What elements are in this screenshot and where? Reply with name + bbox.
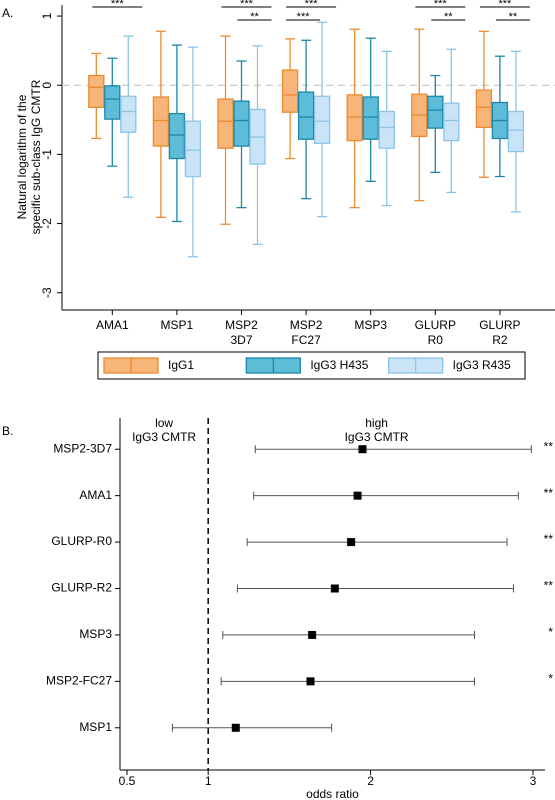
y-tick-label: GLURP-R2 (51, 581, 112, 595)
box (281, 69, 299, 113)
box (104, 85, 121, 120)
box (443, 102, 460, 142)
box (88, 74, 105, 109)
legend-frame (97, 351, 526, 380)
x-tick-label: MSP1 (161, 318, 194, 332)
y-tick-label: AMA1 (79, 488, 112, 502)
significance-label: *** (498, 0, 512, 10)
box (378, 110, 395, 149)
significance-label: *** (305, 0, 319, 10)
box (313, 95, 331, 144)
y-axis-label: Natural logarithm of the (15, 94, 29, 219)
point-estimate (306, 677, 315, 686)
point-estimate (347, 538, 356, 547)
legend-label: IgG3 H435 (310, 358, 368, 372)
box (475, 89, 493, 129)
y-tick-label: 1 (40, 12, 54, 19)
annotation: IgG3 CMTR (132, 430, 196, 444)
box (233, 100, 250, 147)
x-tick-label: GLURP (479, 318, 520, 332)
x-tick-label: 0.5 (119, 774, 136, 788)
y-tick-label: MSP2-FC27 (46, 674, 112, 688)
significance-label: ** (544, 532, 554, 546)
panel-label: B. (2, 424, 13, 438)
x-tick-label: MSP2 (225, 318, 258, 332)
y-tick-label: GLURP-R0 (51, 534, 112, 548)
box (152, 96, 170, 147)
box (507, 110, 525, 153)
annotation: IgG3 CMTR (345, 430, 409, 444)
x-tick-label: R0 (428, 333, 444, 347)
y-tick-label: MSP2-3D7 (53, 441, 112, 455)
significance-label: ** (509, 11, 518, 23)
box (184, 120, 202, 178)
box (297, 91, 315, 140)
box (120, 95, 137, 133)
y-tick-label: -3 (40, 287, 54, 298)
x-tick-label: 2 (367, 774, 374, 788)
significance-label: ** (544, 486, 554, 500)
x-tick-label: AMA1 (96, 318, 129, 332)
x-tick-label: R2 (492, 333, 508, 347)
point-estimate (358, 445, 367, 454)
y-axis-label: specific sub-class IgG CMTR (29, 79, 43, 234)
x-tick-label: FC27 (291, 333, 321, 347)
significance-label: *** (297, 11, 311, 23)
significance-label: *** (111, 0, 125, 10)
x-tick-label: 3 (530, 774, 537, 788)
legend-label: IgG3 R435 (453, 358, 511, 372)
significance-label: *** (434, 0, 448, 10)
point-estimate (330, 584, 339, 593)
y-tick-label: -2 (40, 218, 54, 229)
significance-label: * (548, 625, 553, 639)
legend-label: IgG1 (168, 358, 194, 372)
box (168, 112, 186, 160)
box (427, 95, 444, 129)
point-estimate (353, 491, 362, 500)
y-tick-label: MSP1 (79, 720, 112, 734)
box (362, 96, 379, 140)
x-tick-label: MSP2 (290, 318, 323, 332)
significance-label: ** (544, 579, 554, 593)
significance-label: * (548, 672, 553, 686)
annotation: low (155, 416, 173, 430)
point-estimate (231, 723, 240, 732)
box (346, 94, 363, 142)
significance-label: ** (544, 439, 554, 453)
annotation: high (365, 416, 388, 430)
panel-label: A. (2, 6, 13, 20)
point-estimate (308, 630, 317, 639)
x-axis-label: odds ratio (306, 787, 359, 800)
x-tick-label: GLURP (415, 318, 456, 332)
y-tick-label: MSP3 (79, 627, 112, 641)
x-tick-label: 3D7 (230, 333, 252, 347)
x-tick-label: MSP3 (354, 318, 387, 332)
significance-label: ** (250, 11, 259, 23)
box (217, 98, 234, 149)
significance-label: ** (444, 11, 453, 23)
significance-label: *** (240, 0, 254, 10)
y-tick-label: 0 (40, 82, 54, 89)
y-tick-label: -1 (40, 149, 54, 160)
x-tick-label: 1 (205, 774, 212, 788)
